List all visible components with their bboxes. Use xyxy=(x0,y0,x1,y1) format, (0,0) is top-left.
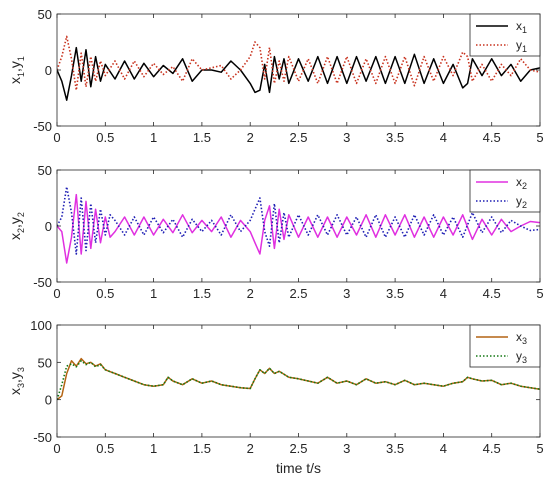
legend-label: x3 xyxy=(516,330,527,346)
y-label-y-sub: 3 xyxy=(16,367,26,372)
legend-label-sub: 2 xyxy=(522,200,527,210)
y-label-x: x xyxy=(7,77,23,84)
legend-label-name: x xyxy=(516,330,522,344)
x-tick-label: 4.5 xyxy=(483,286,501,301)
x-tick-label: 3 xyxy=(343,286,350,301)
x-tick-label: 1.5 xyxy=(193,130,211,145)
y-axis-label: x2,y2 xyxy=(7,212,26,240)
series-line-x2 xyxy=(57,193,540,264)
legend-label: y1 xyxy=(516,38,527,54)
y-label-x-sub: 1 xyxy=(16,72,26,77)
series-line-x3 xyxy=(57,357,540,401)
y-tick-label: 100 xyxy=(30,318,52,333)
y-tick-label: 0 xyxy=(45,219,52,234)
x-tick-label: 0 xyxy=(53,441,60,456)
plot-frame xyxy=(56,324,541,438)
y-axis-label: x1,y1 xyxy=(7,56,26,84)
y-tick-label: 0 xyxy=(45,63,52,78)
legend-label: y2 xyxy=(516,194,527,210)
legend-label-sub: 3 xyxy=(522,336,527,346)
y-label-sep: , xyxy=(7,379,23,383)
legend-label: y3 xyxy=(516,349,527,365)
x-tick-label: 5 xyxy=(536,286,543,301)
x-tick-label: 4 xyxy=(440,130,447,145)
x-tick-label: 1.5 xyxy=(193,286,211,301)
panel-3: 0 0.5 1 1.5 2 2.5 3 3.5 4 4.5 5-50050100x3,y3time … xyxy=(7,318,544,476)
x-tick-label: 2 xyxy=(247,441,254,456)
x-tick-label: 0 xyxy=(53,130,60,145)
series-line-y2 xyxy=(57,186,540,255)
x-tick-label: 3 xyxy=(343,441,350,456)
series-line-y3 xyxy=(57,359,540,400)
x-tick-label: 0.5 xyxy=(96,286,114,301)
x-tick-label: 4 xyxy=(440,286,447,301)
legend-box xyxy=(469,169,541,213)
legend-label-sub: 1 xyxy=(522,25,527,35)
x-tick-label: 1 xyxy=(150,286,157,301)
x-tick-label: 3.5 xyxy=(386,441,404,456)
x-tick-label: 2 xyxy=(247,286,254,301)
legend-box xyxy=(469,13,541,57)
x-tick-label: 2.5 xyxy=(289,286,307,301)
x-tick-label: 4 xyxy=(440,441,447,456)
y-tick-label: -50 xyxy=(33,119,52,134)
y-label-y-sub: 1 xyxy=(16,56,26,61)
series-line-x1 xyxy=(57,46,540,101)
legend-label: x2 xyxy=(516,175,527,191)
y-label-y: y xyxy=(7,372,23,379)
y-label-x: x xyxy=(7,233,23,240)
y-label-sep: , xyxy=(7,224,23,228)
y-label-y-sub: 2 xyxy=(16,212,26,217)
legend-label-name: y xyxy=(516,38,522,52)
y-tick-label: 0 xyxy=(45,393,52,408)
x-tick-label: 5 xyxy=(536,441,543,456)
x-tick-label: 2.5 xyxy=(289,441,307,456)
x-tick-label: 3 xyxy=(343,130,350,145)
x-tick-label: 0 xyxy=(53,286,60,301)
legend-box xyxy=(469,324,541,368)
y-label-x: x xyxy=(7,388,23,395)
y-label-y: y xyxy=(7,217,23,224)
legend-label-sub: 1 xyxy=(522,44,527,54)
series-line-y1 xyxy=(57,35,540,91)
y-tick-label: -50 xyxy=(33,430,52,445)
legend-label: x1 xyxy=(516,19,527,35)
legend-label-sub: 3 xyxy=(522,355,527,365)
x-tick-label: 1.5 xyxy=(193,441,211,456)
x-tick-label: 0.5 xyxy=(96,130,114,145)
legend-label-name: x xyxy=(516,175,522,189)
y-label-x-sub: 2 xyxy=(16,228,26,233)
x-tick-label: 5 xyxy=(536,130,543,145)
x-tick-label: 2.5 xyxy=(289,130,307,145)
x-tick-label: 1 xyxy=(150,441,157,456)
x-tick-label: 4.5 xyxy=(483,441,501,456)
x-tick-label: 4.5 xyxy=(483,130,501,145)
legend-label-name: x xyxy=(516,19,522,33)
y-tick-label: -50 xyxy=(33,275,52,290)
x-tick-label: 1 xyxy=(150,130,157,145)
legend-label-name: y xyxy=(516,349,522,363)
x-axis-label: time t/s xyxy=(276,460,321,476)
legend-label-sub: 2 xyxy=(522,181,527,191)
x-tick-label: 3.5 xyxy=(386,286,404,301)
x-tick-label: 3.5 xyxy=(386,130,404,145)
y-label-sep: , xyxy=(7,68,23,72)
x-tick-label: 0.5 xyxy=(96,441,114,456)
x-tick-label: 2 xyxy=(247,130,254,145)
y-tick-label: 50 xyxy=(38,355,52,370)
y-tick-label: 50 xyxy=(38,7,52,22)
y-label-y: y xyxy=(7,61,23,68)
legend-label-name: y xyxy=(516,194,522,208)
y-tick-label: 50 xyxy=(38,163,52,178)
y-axis-label: x3,y3 xyxy=(7,367,26,395)
y-label-x-sub: 3 xyxy=(16,383,26,388)
